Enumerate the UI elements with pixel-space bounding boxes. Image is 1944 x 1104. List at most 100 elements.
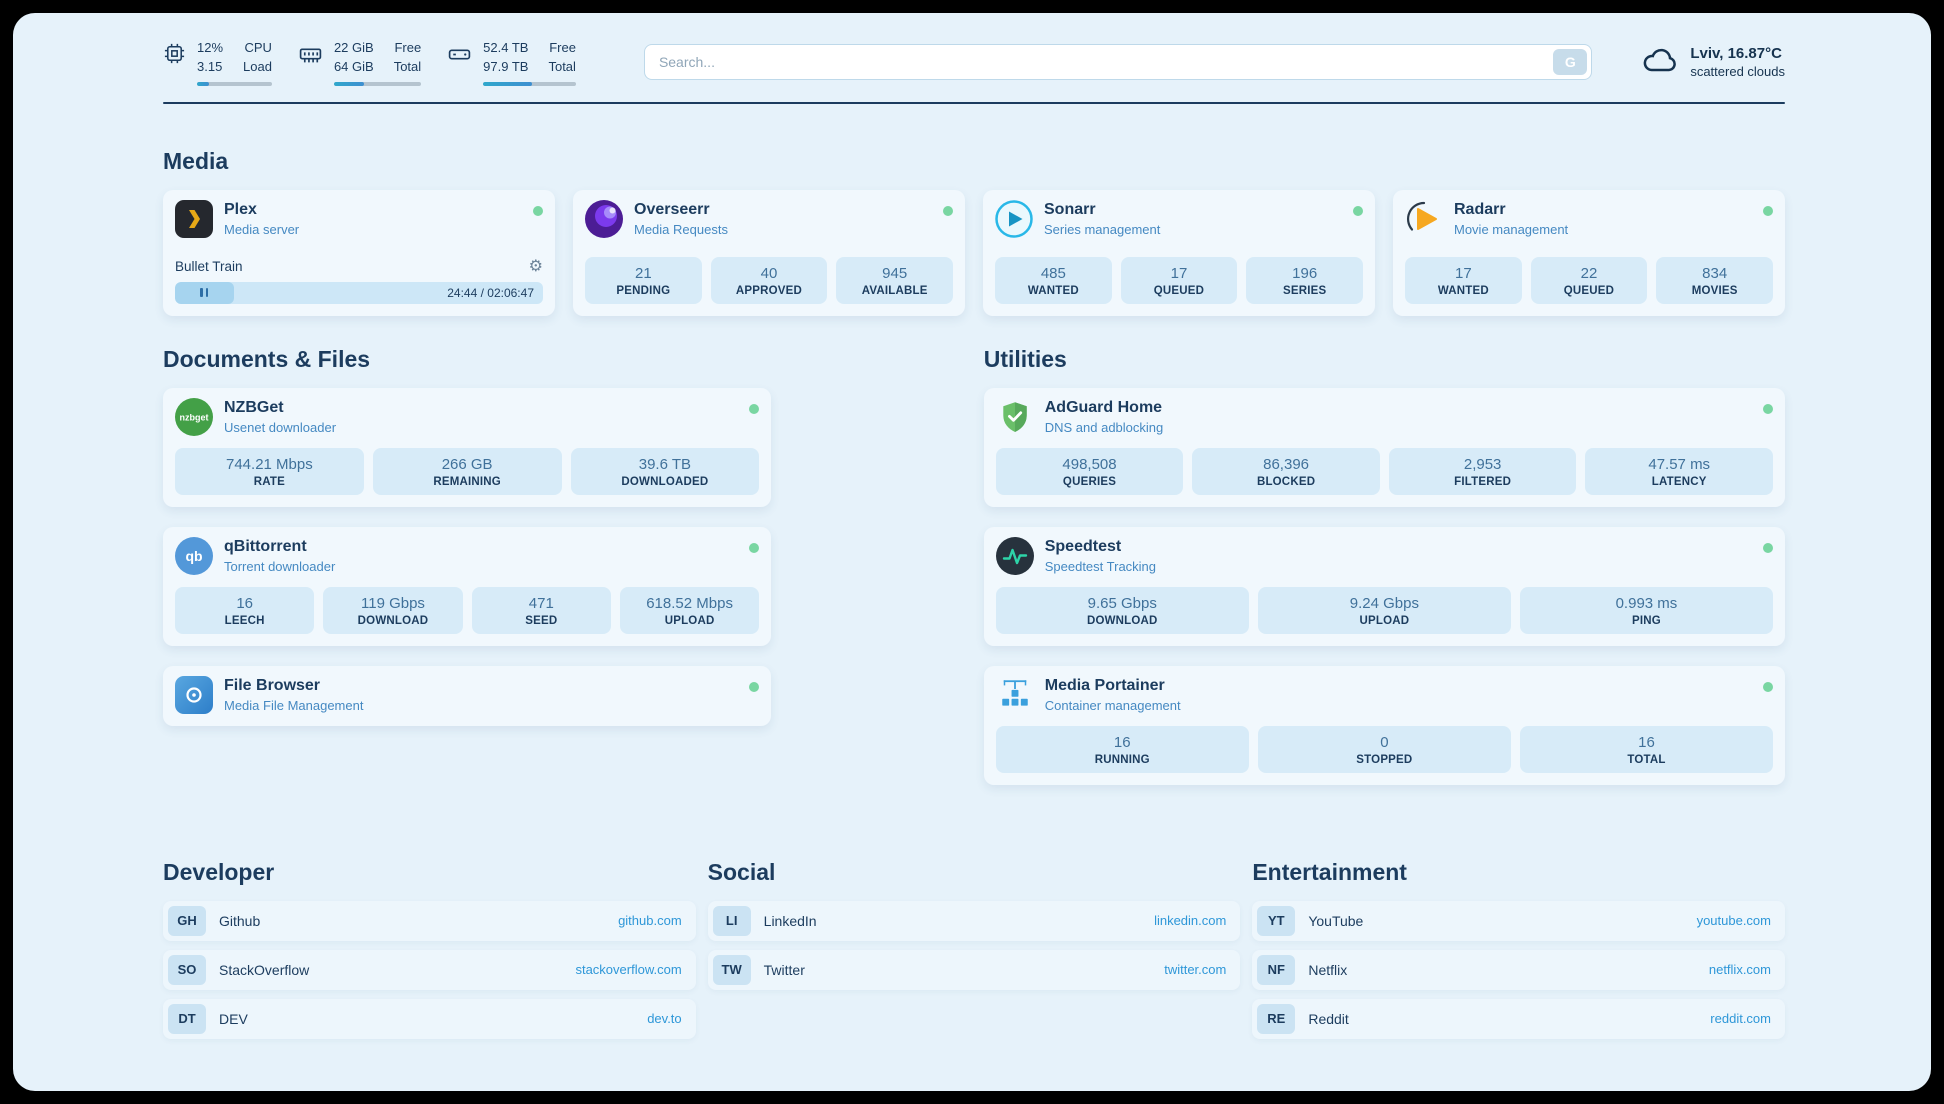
section-media: Media Plex Media server Bullet Train bbox=[163, 148, 1785, 316]
link-abbr: YT bbox=[1257, 905, 1296, 936]
now-playing-title: Bullet Train bbox=[175, 259, 243, 275]
topbar: 12% 3.15 CPU Load bbox=[163, 39, 1785, 86]
section-title-media: Media bbox=[163, 147, 229, 174]
status-dot bbox=[533, 205, 543, 216]
service-subtitle: Torrent downloader bbox=[224, 558, 336, 574]
link-abbr: RE bbox=[1257, 1003, 1296, 1034]
service-card-portainer[interactable]: Media Portainer Container management 16 … bbox=[983, 665, 1785, 785]
link-item-stackoverflow[interactable]: SO StackOverflow stackoverflow.com bbox=[163, 949, 696, 990]
adguard-shield-icon bbox=[996, 398, 1034, 436]
dashboard-page: 12% 3.15 CPU Load bbox=[13, 13, 1931, 1091]
section-social: Social LI LinkedIn linkedin.com TW Twitt… bbox=[707, 858, 1241, 1048]
stat-value: 40 bbox=[760, 264, 778, 282]
stat-box: 119 Gbps DOWNLOAD bbox=[323, 586, 463, 634]
stat-label: RATE bbox=[253, 475, 285, 488]
stat-value: 0.993 ms bbox=[1615, 594, 1678, 612]
service-subtitle: Movie management bbox=[1454, 221, 1569, 237]
link-item-youtube[interactable]: YT YouTube youtube.com bbox=[1252, 900, 1785, 941]
link-abbr: LI bbox=[712, 905, 751, 936]
service-card-radarr[interactable]: Radarr Movie management 17 WANTED 22 QUE… bbox=[1393, 189, 1785, 316]
stat-box: 2,953 FILTERED bbox=[1388, 447, 1577, 495]
stat-label: LEECH bbox=[224, 614, 265, 627]
link-name: Twitter bbox=[763, 961, 805, 978]
link-item-dev[interactable]: DT DEV dev.to bbox=[163, 998, 696, 1039]
service-card-plex[interactable]: Plex Media server Bullet Train ⚙ bbox=[163, 189, 555, 316]
stat-value: 9.24 Gbps bbox=[1349, 594, 1419, 612]
stat-box: 196 SERIES bbox=[1246, 256, 1363, 304]
service-name: qBittorrent bbox=[224, 537, 307, 555]
link-item-linkedin[interactable]: LI LinkedIn linkedin.com bbox=[707, 900, 1241, 941]
stat-label: MOVIES bbox=[1691, 284, 1738, 297]
link-name: DEV bbox=[219, 1010, 248, 1027]
stat-label: DOWNLOAD bbox=[357, 614, 429, 627]
gear-icon[interactable]: ⚙ bbox=[528, 257, 543, 275]
stat-label: STOPPED bbox=[1356, 753, 1413, 766]
stat-label: DOWNLOAD bbox=[1086, 614, 1158, 627]
service-name: Sonarr bbox=[1044, 200, 1096, 218]
playback-progress-bar[interactable]: 24:44 / 02:06:47 bbox=[175, 281, 543, 304]
stat-label: WANTED bbox=[1027, 284, 1079, 297]
stat-box: 17 WANTED bbox=[1405, 256, 1522, 304]
stat-box: 471 SEED bbox=[471, 586, 611, 634]
link-item-github[interactable]: GH Github github.com bbox=[163, 900, 696, 941]
stat-box: 498,508 QUERIES bbox=[995, 447, 1184, 495]
stat-box: 834 MOVIES bbox=[1656, 256, 1773, 304]
link-item-reddit[interactable]: RE Reddit reddit.com bbox=[1252, 998, 1785, 1039]
link-url: reddit.com bbox=[1710, 1011, 1771, 1027]
service-card-qbittorrent[interactable]: qb qBittorrent Torrent downloader 16 LEE… bbox=[163, 526, 772, 646]
stat-value: 86,396 bbox=[1263, 455, 1310, 473]
service-name: Radarr bbox=[1454, 200, 1506, 218]
status-dot bbox=[1353, 205, 1363, 216]
stat-box: 39.6 TB DOWNLOADED bbox=[570, 447, 760, 495]
section-developer: Developer GH Github github.com SO StackO… bbox=[163, 859, 696, 1048]
ram-total-value: 64 GiB bbox=[333, 58, 374, 74]
search-bar: G bbox=[643, 44, 1593, 81]
service-card-sonarr[interactable]: Sonarr Series management 485 WANTED 17 Q… bbox=[983, 189, 1375, 316]
stat-label: PING bbox=[1631, 614, 1661, 627]
link-item-twitter[interactable]: TW Twitter twitter.com bbox=[707, 949, 1241, 990]
portainer-crane-icon bbox=[996, 676, 1034, 714]
link-abbr: GH bbox=[168, 905, 206, 936]
stat-label: RUNNING bbox=[1094, 753, 1150, 766]
status-dot bbox=[749, 681, 760, 692]
cpu-label: CPU bbox=[244, 40, 272, 55]
stat-box: 618.52 Mbps UPLOAD bbox=[619, 586, 760, 634]
sonarr-icon bbox=[995, 199, 1033, 238]
stat-label: APPROVED bbox=[735, 284, 803, 297]
link-url: linkedin.com bbox=[1154, 913, 1227, 929]
stat-box: 0.993 ms PING bbox=[1519, 586, 1773, 634]
stat-value: 0 bbox=[1380, 733, 1389, 751]
stat-box: 16 RUNNING bbox=[995, 725, 1249, 773]
radarr-icon bbox=[1405, 200, 1443, 238]
cpu-percent: 12% bbox=[197, 40, 224, 55]
stat-label: LATENCY bbox=[1651, 475, 1707, 488]
overseerr-icon bbox=[585, 199, 623, 238]
stat-value: 16 bbox=[1113, 733, 1131, 751]
service-card-speedtest[interactable]: Speedtest Speedtest Tracking 9.65 Gbps D… bbox=[983, 526, 1785, 646]
link-url: netflix.com bbox=[1708, 962, 1771, 978]
link-abbr: DT bbox=[168, 1003, 206, 1034]
stat-label: UPLOAD bbox=[1359, 614, 1410, 627]
section-entertainment: Entertainment YT YouTube youtube.com NF … bbox=[1252, 859, 1785, 1048]
service-subtitle: DNS and adblocking bbox=[1044, 419, 1164, 435]
service-card-overseerr[interactable]: Overseerr Media Requests 21 PENDING 40 A… bbox=[573, 189, 965, 316]
link-item-netflix[interactable]: NF Netflix netflix.com bbox=[1252, 949, 1785, 990]
disk-total-label: Total bbox=[548, 58, 576, 74]
stat-value: 196 bbox=[1292, 264, 1318, 282]
search-input[interactable] bbox=[643, 44, 1593, 81]
service-card-adguard[interactable]: AdGuard Home DNS and adblocking 498,508 … bbox=[983, 387, 1785, 507]
stat-value: 834 bbox=[1702, 264, 1728, 282]
stat-value: 17 bbox=[1170, 264, 1188, 282]
stat-label: UPLOAD bbox=[664, 614, 715, 627]
search-provider-button[interactable]: G bbox=[1553, 49, 1588, 76]
service-name: Plex bbox=[224, 200, 257, 218]
stat-value: 119 Gbps bbox=[361, 594, 425, 612]
section-title-social: Social bbox=[707, 858, 776, 885]
service-card-filebrowser[interactable]: File Browser Media File Management bbox=[163, 665, 772, 726]
stat-value: 266 GB bbox=[441, 455, 493, 473]
service-card-nzbget[interactable]: nzbget NZBGet Usenet downloader 744.21 M… bbox=[163, 387, 772, 507]
service-name: NZBGet bbox=[224, 398, 284, 416]
stat-label: REMAINING bbox=[433, 475, 501, 488]
link-name: LinkedIn bbox=[763, 912, 817, 929]
stat-label: TOTAL bbox=[1627, 753, 1666, 766]
